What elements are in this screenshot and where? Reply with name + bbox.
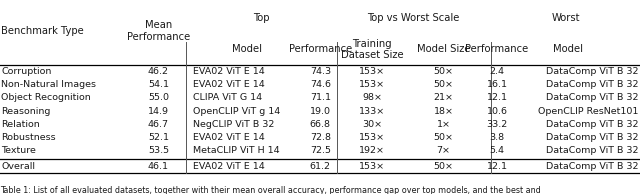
Text: 46.1: 46.1: [148, 162, 169, 171]
Text: 153×: 153×: [359, 162, 385, 171]
Text: 2.4: 2.4: [490, 67, 504, 76]
Text: Robustness: Robustness: [1, 133, 56, 142]
Text: Model: Model: [554, 44, 583, 55]
Text: 50×: 50×: [433, 80, 454, 89]
Text: 14.9: 14.9: [148, 107, 169, 116]
Text: 153×: 153×: [359, 80, 385, 89]
Text: DataComp ViT B 32: DataComp ViT B 32: [546, 133, 639, 142]
Text: 71.1: 71.1: [310, 94, 331, 102]
Text: Relation: Relation: [1, 120, 40, 129]
Text: 74.6: 74.6: [310, 80, 331, 89]
Text: 30×: 30×: [362, 120, 382, 129]
Text: DataComp ViT B 32: DataComp ViT B 32: [546, 162, 639, 171]
Text: 61.2: 61.2: [310, 162, 331, 171]
Text: DataComp ViT B 32: DataComp ViT B 32: [546, 146, 639, 155]
Text: 21×: 21×: [433, 94, 454, 102]
Text: Texture: Texture: [1, 146, 36, 155]
Text: 12.1: 12.1: [486, 162, 508, 171]
Text: 3.8: 3.8: [490, 133, 504, 142]
Text: 46.7: 46.7: [148, 120, 169, 129]
Text: 12.1: 12.1: [486, 94, 508, 102]
Text: EVA02 ViT E 14: EVA02 ViT E 14: [193, 80, 265, 89]
Text: 153×: 153×: [359, 67, 385, 76]
Text: DataComp ViT B 32: DataComp ViT B 32: [546, 67, 639, 76]
Text: EVA02 ViT E 14: EVA02 ViT E 14: [193, 162, 265, 171]
Text: OpenCLIP ResNet101: OpenCLIP ResNet101: [538, 107, 639, 116]
Text: 55.0: 55.0: [148, 94, 169, 102]
Text: Performance: Performance: [289, 44, 352, 55]
Text: 52.1: 52.1: [148, 133, 169, 142]
Text: 54.1: 54.1: [148, 80, 169, 89]
Text: DataComp ViT B 32: DataComp ViT B 32: [546, 94, 639, 102]
Text: Non-Natural Images: Non-Natural Images: [1, 80, 96, 89]
Text: 1×: 1×: [436, 120, 451, 129]
Text: Training
Dataset Size: Training Dataset Size: [341, 39, 403, 60]
Text: EVA02 ViT E 14: EVA02 ViT E 14: [193, 133, 265, 142]
Text: Worst: Worst: [551, 13, 580, 23]
Text: 7×: 7×: [436, 146, 451, 155]
Text: Corruption: Corruption: [1, 67, 52, 76]
Text: 133×: 133×: [359, 107, 385, 116]
Text: DataComp ViT B 32: DataComp ViT B 32: [546, 120, 639, 129]
Text: 50×: 50×: [433, 133, 454, 142]
Text: DataComp ViT B 32: DataComp ViT B 32: [546, 80, 639, 89]
Text: 18×: 18×: [433, 107, 454, 116]
Text: Top vs Worst Scale: Top vs Worst Scale: [367, 13, 460, 23]
Text: 72.5: 72.5: [310, 146, 331, 155]
Text: Mean
Performance: Mean Performance: [127, 20, 190, 42]
Text: 5.4: 5.4: [490, 146, 504, 155]
Text: 98×: 98×: [362, 94, 382, 102]
Text: 46.2: 46.2: [148, 67, 169, 76]
Text: MetaCLIP ViT H 14: MetaCLIP ViT H 14: [193, 146, 280, 155]
Text: Benchmark Type: Benchmark Type: [1, 26, 84, 36]
Text: 50×: 50×: [433, 162, 454, 171]
Text: 53.5: 53.5: [148, 146, 169, 155]
Text: 50×: 50×: [433, 67, 454, 76]
Text: 19.0: 19.0: [310, 107, 331, 116]
Text: Overall: Overall: [1, 162, 35, 171]
Text: Object Recognition: Object Recognition: [1, 94, 91, 102]
Text: 72.8: 72.8: [310, 133, 331, 142]
Text: CLIPA ViT G 14: CLIPA ViT G 14: [193, 94, 262, 102]
Text: 74.3: 74.3: [310, 67, 331, 76]
Text: 10.6: 10.6: [486, 107, 508, 116]
Text: 66.8: 66.8: [310, 120, 331, 129]
Text: 33.2: 33.2: [486, 120, 508, 129]
Text: OpenCLIP ViT g 14: OpenCLIP ViT g 14: [193, 107, 280, 116]
Text: Table 1: List of all evaluated datasets, together with their mean overall accura: Table 1: List of all evaluated datasets,…: [0, 186, 541, 194]
Text: Performance: Performance: [465, 44, 529, 55]
Text: 153×: 153×: [359, 133, 385, 142]
Text: Top: Top: [253, 13, 269, 23]
Text: Model: Model: [232, 44, 262, 55]
Text: EVA02 ViT E 14: EVA02 ViT E 14: [193, 67, 265, 76]
Text: 16.1: 16.1: [486, 80, 508, 89]
Text: Model Size: Model Size: [417, 44, 470, 55]
Text: 192×: 192×: [359, 146, 385, 155]
Text: NegCLIP ViT B 32: NegCLIP ViT B 32: [193, 120, 275, 129]
Text: Reasoning: Reasoning: [1, 107, 51, 116]
